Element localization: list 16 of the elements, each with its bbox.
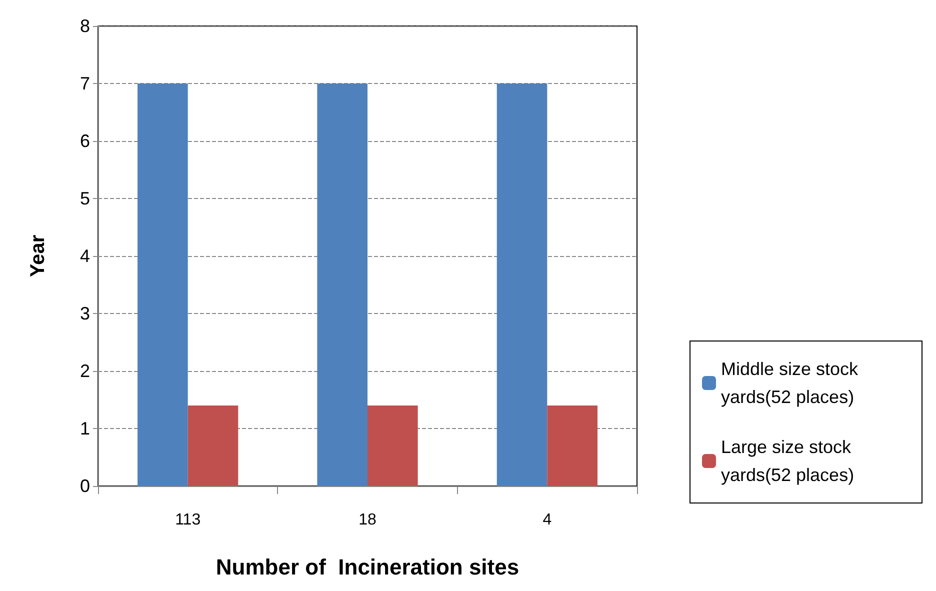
x-axis-title: Number of Incineration sites xyxy=(216,554,520,580)
y-tick-label: 3 xyxy=(80,304,90,324)
x-tick-label: 4 xyxy=(542,512,552,528)
y-tick-label: 2 xyxy=(80,361,90,381)
y-axis-title: Year xyxy=(27,234,49,278)
y-tick-label: 7 xyxy=(80,74,90,94)
y-tick-label: 1 xyxy=(80,418,90,438)
legend-label: Middle size stock yards(52 places) xyxy=(721,359,864,407)
x-tick-label: 113 xyxy=(175,512,201,528)
legend-label: Large size stock yards(52 places) xyxy=(721,437,856,485)
x-tick-label: 18 xyxy=(358,512,376,528)
y-tick-label: 6 xyxy=(80,131,90,151)
y-tick-label: 4 xyxy=(80,246,90,266)
y-tick-label: 5 xyxy=(80,188,90,208)
y-tick-label: 0 xyxy=(80,476,90,496)
y-tick-label: 8 xyxy=(80,16,90,36)
